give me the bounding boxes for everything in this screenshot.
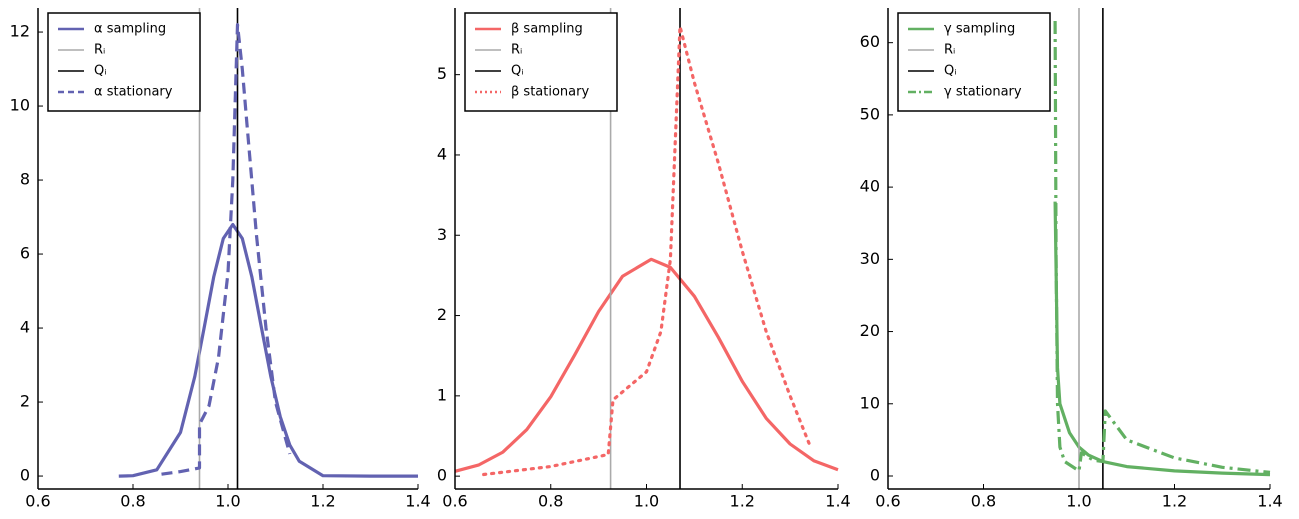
legend-label: Qᵢ [511,64,524,79]
legend-label: γ stationary [944,85,1022,100]
x-tick-label: 0.8 [538,492,563,511]
y-tick-label: 2 [20,392,30,411]
y-tick-label: 40 [860,177,880,196]
x-tick-label: 0.6 [25,492,50,511]
legend-label: Rᵢ [94,43,105,58]
y-tick-label: 12 [10,22,30,41]
y-tick-label: 30 [860,249,880,268]
y-tick-label: 2 [437,305,447,324]
x-tick-label: 0.6 [442,492,467,511]
y-tick-label: 3 [437,225,447,244]
y-tick-label: 20 [860,321,880,340]
y-tick-label: 60 [860,32,880,51]
x-tick-label: 1.0 [1066,492,1091,511]
y-tick-label: 10 [10,96,30,115]
x-tick-label: 1.0 [215,492,240,511]
y-tick-label: 50 [860,104,880,123]
y-tick-label: 1 [437,385,447,404]
x-tick-label: 1.4 [405,492,430,511]
data-line [1053,20,1271,474]
legend-label: Qᵢ [94,64,107,79]
legend-label: α stationary [94,85,173,100]
y-tick-label: 5 [437,64,447,83]
x-tick-label: 1.4 [825,492,850,511]
data-line [118,222,418,478]
data-line [161,23,292,476]
x-tick-label: 1.0 [634,492,659,511]
y-tick-label: 0 [870,466,880,485]
x-tick-label: 1.4 [1257,492,1282,511]
y-tick-label: 6 [20,244,30,263]
legend-label: Rᵢ [944,43,955,58]
legend-label: Qᵢ [944,64,957,79]
data-line [482,24,811,477]
x-tick-label: 0.6 [875,492,900,511]
y-tick-label: 4 [437,144,447,163]
y-tick-label: 10 [860,393,880,412]
y-tick-label: 4 [20,318,30,337]
x-tick-label: 1.2 [310,492,335,511]
y-tick-label: 8 [20,170,30,189]
x-tick-label: 0.8 [120,492,145,511]
data-line [1053,201,1271,477]
x-tick-label: 1.2 [730,492,755,511]
legend-label: β sampling [511,22,583,37]
x-tick-label: 0.8 [971,492,996,511]
y-tick-label: 0 [437,466,447,485]
data-line [454,257,839,473]
y-tick-label: 0 [20,466,30,485]
x-tick-label: 1.2 [1162,492,1187,511]
legend-label: Rᵢ [511,43,522,58]
legend-label: α sampling [94,22,166,37]
legend-label: γ sampling [944,22,1015,37]
legend-label: β stationary [511,85,589,100]
